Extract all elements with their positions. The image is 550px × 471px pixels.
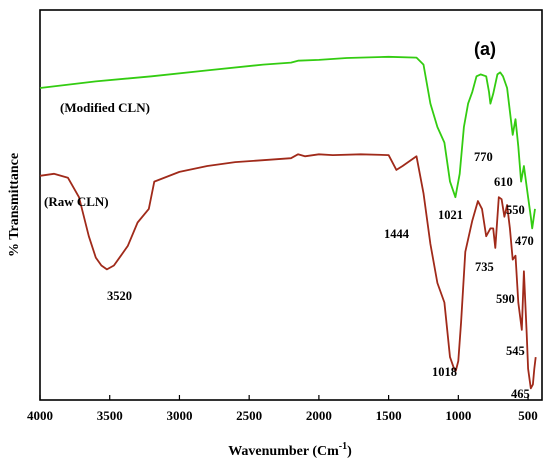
x-axis-title: Wavenumber (Cm-1) [228, 441, 352, 459]
series-label-raw: (Raw CLN) [44, 194, 109, 209]
x-tick-label-500: 500 [518, 408, 538, 423]
peak-label-590: 590 [496, 292, 515, 306]
x-tick-label-4000: 4000 [27, 408, 53, 423]
peak-label-610: 610 [494, 175, 513, 189]
plot-area-frame [39, 9, 543, 401]
peak-label-1018: 1018 [432, 365, 457, 379]
panel-label: (a) [474, 39, 496, 59]
x-axis-ticks [39, 395, 529, 400]
x-tick-label-3500: 3500 [97, 408, 123, 423]
x-axis-title-main: Wavenumber (Cm [228, 444, 339, 459]
series-line-raw-cln [39, 153, 537, 390]
x-axis-title-close: ) [347, 444, 352, 459]
x-axis-tick-labels: 4000 3500 3000 2500 2000 1500 1000 500 [27, 408, 538, 423]
peak-label-735: 735 [475, 260, 494, 274]
series-label-modified: (Modified CLN) [60, 100, 150, 115]
peak-label-545: 545 [506, 344, 525, 358]
y-axis-title: % Transmittance [7, 153, 22, 257]
x-tick-label-1000: 1000 [445, 408, 471, 423]
peak-label-1021: 1021 [438, 208, 463, 222]
x-tick-label-1500: 1500 [376, 408, 402, 423]
peak-label-770: 770 [474, 150, 493, 164]
x-tick-label-2500: 2500 [236, 408, 262, 423]
peak-label-470: 470 [515, 234, 534, 248]
x-tick-label-2000: 2000 [306, 408, 332, 423]
peak-label-550: 550 [506, 203, 525, 217]
peak-label-465: 465 [511, 387, 530, 401]
peak-label-3520: 3520 [107, 289, 132, 303]
series-layer [39, 55, 537, 390]
peak-label-1444: 1444 [384, 227, 410, 241]
series-line-modified-cln [39, 55, 536, 230]
x-tick-label-3000: 3000 [166, 408, 192, 423]
x-axis-title-superscript: -1 [339, 441, 347, 452]
